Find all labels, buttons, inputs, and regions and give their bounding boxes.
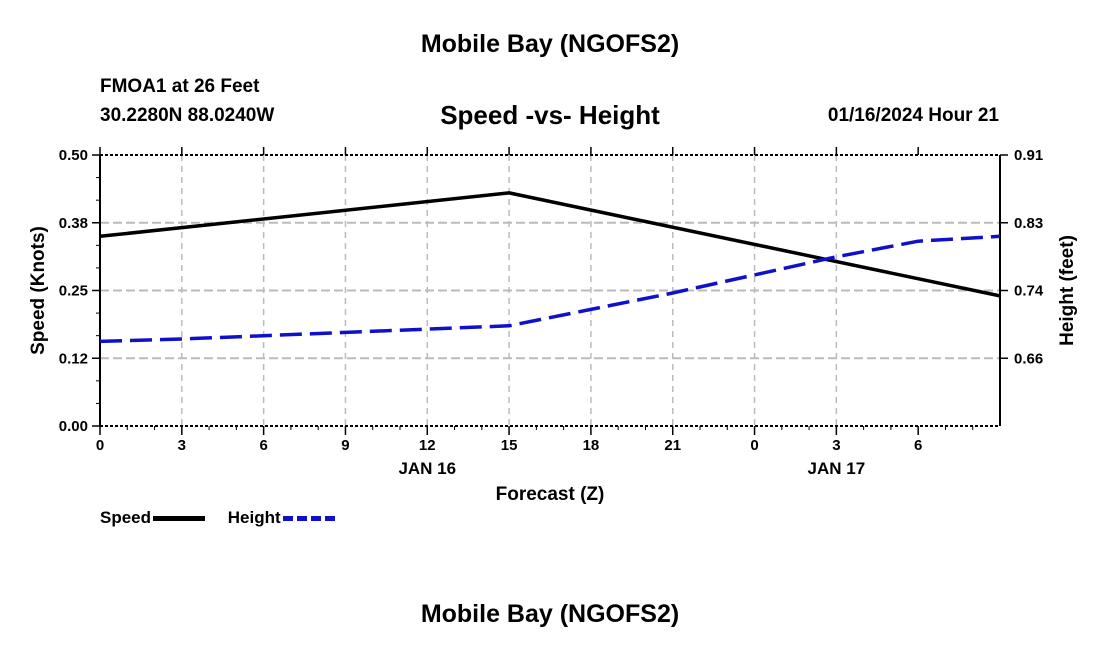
- x-tick-label: 21: [664, 437, 681, 454]
- x-tick-label: 18: [583, 437, 600, 454]
- y-right-axis-title: Height (feet): [1057, 235, 1078, 346]
- x-date-label: JAN 17: [808, 459, 866, 478]
- station-coordinates: 30.2280N 88.0240W: [100, 105, 275, 126]
- y-right-tick-label: 0.74: [1014, 283, 1044, 300]
- y-right-tick-label: 0.66: [1014, 350, 1043, 367]
- station-label: FMOA1 at 26 Feet: [100, 76, 260, 97]
- x-tick-label: 6: [259, 437, 267, 454]
- y-left-tick-label: 0.00: [59, 418, 88, 435]
- y-left-axis-title: Speed (Knots): [28, 226, 49, 355]
- x-date-label: JAN 16: [398, 459, 456, 478]
- legend-item-height: Height: [228, 508, 335, 528]
- legend-speed-swatch: [153, 515, 206, 521]
- speed-height-chart: 0 3 6 9 12 15 18 21 0 3 6 JAN 16 JAN 17 Forecast (Z) 0…: [28, 147, 1078, 505]
- y-right-tick-label: 0.83: [1014, 215, 1043, 232]
- x-tick-label: 15: [501, 437, 518, 454]
- chart-main-title: Mobile Bay (NGOFS2): [420, 30, 680, 58]
- forecast-datetime: 01/16/2024 Hour 21: [827, 105, 999, 126]
- chart-legend: Speed Height: [100, 508, 353, 528]
- x-tick-label: 3: [178, 437, 186, 454]
- x-tick-label: 6: [914, 437, 922, 454]
- x-tick-label: 12: [419, 437, 436, 454]
- x-tick-label: 9: [341, 437, 349, 454]
- footer-title: Mobile Bay (NGOFS2): [420, 600, 680, 628]
- x-tick-label: 0: [96, 437, 104, 454]
- legend-height-label: Height: [227, 508, 281, 527]
- y-left-tick-label: 0.38: [59, 215, 88, 232]
- x-tick-label: 0: [750, 437, 758, 454]
- chart-subtitle: Speed -vs- Height: [440, 100, 660, 130]
- series-line-height: [99, 234, 1001, 344]
- y-left-tick-label: 0.50: [59, 147, 88, 164]
- series-line-speed: [99, 191, 1001, 298]
- y-left-tick-label: 0.12: [59, 350, 88, 367]
- x-axis-title: Forecast (Z): [496, 484, 605, 505]
- y-right-tick-label: 0.91: [1014, 147, 1043, 164]
- legend-height-swatch: [282, 515, 335, 521]
- x-tick-label: 3: [832, 437, 840, 454]
- legend-speed-label: Speed: [100, 508, 152, 527]
- y-left-tick-label: 0.25: [59, 283, 88, 300]
- legend-item-speed: Speed: [100, 508, 206, 528]
